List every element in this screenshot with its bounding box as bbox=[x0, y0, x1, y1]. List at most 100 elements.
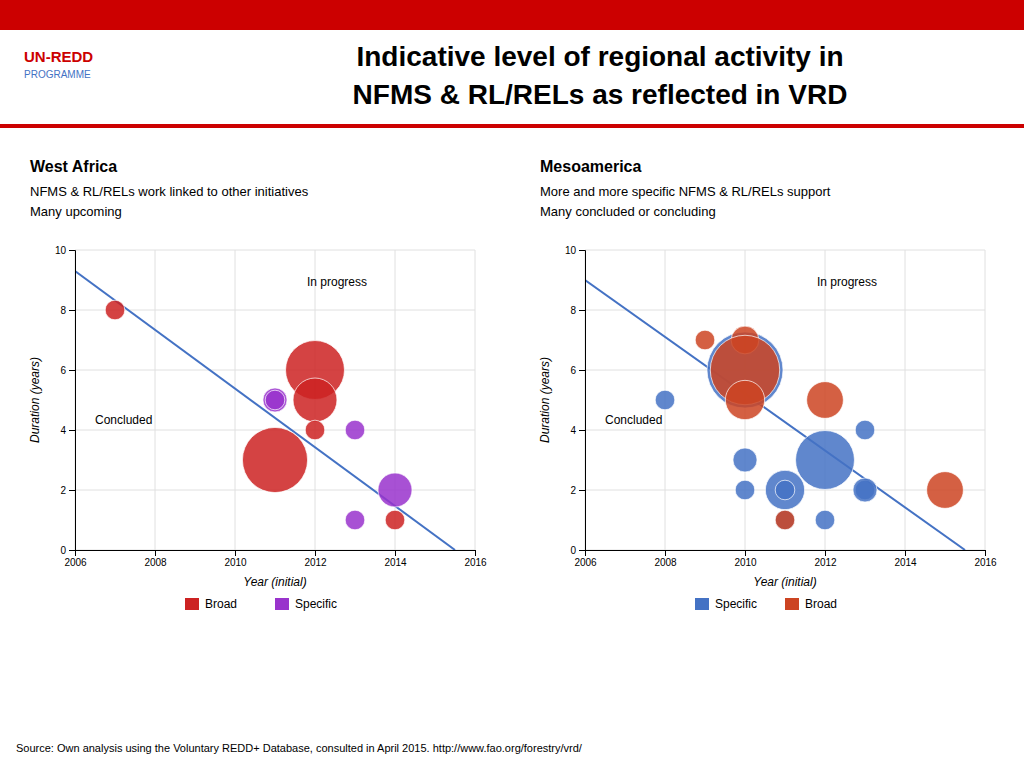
tick: 8 bbox=[570, 305, 585, 316]
header-line bbox=[0, 124, 1024, 128]
tick: 6 bbox=[60, 365, 75, 376]
tick: 4 bbox=[60, 425, 75, 436]
bubble bbox=[305, 420, 325, 440]
logo-subtext: PROGRAMME bbox=[24, 69, 91, 80]
bubble bbox=[655, 390, 675, 410]
tick-label: 10 bbox=[55, 245, 67, 256]
legend-item: Broad bbox=[185, 597, 237, 611]
bubble bbox=[796, 431, 855, 490]
tick-mark bbox=[579, 550, 585, 551]
grid-line-x bbox=[985, 250, 986, 550]
bubble bbox=[345, 510, 365, 530]
plot: 2006200820102012201420160246810Year (ini… bbox=[28, 245, 487, 611]
legend: Specific Broad bbox=[695, 597, 837, 611]
tick-mark bbox=[579, 430, 585, 431]
tick-mark bbox=[395, 550, 396, 556]
x-axis-title: Year (initial) bbox=[753, 575, 816, 589]
tick-mark bbox=[69, 310, 75, 311]
tick: 2 bbox=[570, 485, 585, 496]
x-axis-title: Year (initial) bbox=[243, 575, 306, 589]
tick: 8 bbox=[60, 305, 75, 316]
grid-line-x bbox=[905, 250, 906, 550]
axis-line bbox=[69, 251, 76, 551]
tick-label: 6 bbox=[570, 365, 576, 376]
tick: 2008 bbox=[144, 550, 167, 568]
plot: 2006200820102012201420160246810Year (ini… bbox=[538, 245, 997, 611]
y-axis-title: Duration (years) bbox=[538, 357, 552, 443]
legend-item: Specific bbox=[275, 597, 337, 611]
tick: 0 bbox=[570, 545, 585, 556]
tick-mark bbox=[665, 550, 666, 556]
grid-line-y bbox=[585, 370, 985, 371]
axis-line bbox=[579, 251, 586, 551]
chart-page: UN-REDDPROGRAMMEIndicative level of regi… bbox=[0, 0, 1024, 768]
diagonal-line bbox=[585, 280, 965, 550]
bubble bbox=[765, 470, 804, 509]
bubble bbox=[263, 388, 287, 412]
panel-subtitle: NFMS & RL/RELs work linked to other init… bbox=[30, 184, 309, 199]
grid-line-x bbox=[235, 250, 236, 550]
bubble bbox=[927, 472, 964, 509]
grid bbox=[75, 250, 475, 550]
tick-label: 2016 bbox=[974, 557, 997, 568]
grid-line-x bbox=[475, 250, 476, 550]
bubble bbox=[242, 427, 307, 492]
grid-line-y bbox=[75, 370, 475, 371]
bubble bbox=[725, 380, 764, 419]
tick: 2012 bbox=[814, 550, 837, 568]
source-text: Source: Own analysis using the Voluntary… bbox=[16, 742, 583, 754]
tick: 2016 bbox=[974, 550, 997, 568]
tick-mark bbox=[69, 250, 75, 251]
tick-mark bbox=[579, 250, 585, 251]
axis-line bbox=[586, 551, 986, 557]
legend-label: Specific bbox=[295, 597, 337, 611]
logo-text: UN-REDD bbox=[24, 48, 93, 65]
x-axis: 200620082010201220142016 bbox=[574, 550, 997, 568]
tick-label: 2012 bbox=[814, 557, 837, 568]
bubble bbox=[855, 420, 875, 440]
grid-line-y bbox=[585, 310, 985, 311]
tick-label: 2008 bbox=[654, 557, 677, 568]
tick-label: 2014 bbox=[894, 557, 917, 568]
legend-label: Specific bbox=[715, 597, 757, 611]
tick-label: 4 bbox=[570, 425, 576, 436]
tick-mark bbox=[69, 370, 75, 371]
bubble bbox=[695, 330, 715, 350]
tick-mark bbox=[69, 490, 75, 491]
bubble bbox=[733, 448, 757, 472]
tick-label: 2014 bbox=[384, 557, 407, 568]
legend-label: Broad bbox=[205, 597, 237, 611]
tick-label: 2006 bbox=[64, 557, 87, 568]
diagonal-line bbox=[75, 271, 455, 550]
tick: 2010 bbox=[224, 550, 247, 568]
bubble bbox=[815, 510, 835, 530]
tick-mark bbox=[579, 310, 585, 311]
tick-mark bbox=[235, 550, 236, 556]
y-axis-title: Duration (years) bbox=[28, 357, 42, 443]
bubble bbox=[293, 378, 337, 422]
tick: 2008 bbox=[654, 550, 677, 568]
tick-mark bbox=[825, 550, 826, 556]
grid bbox=[585, 250, 985, 550]
legend-item: Specific bbox=[695, 597, 757, 611]
grid-line-y bbox=[585, 250, 985, 251]
tick: 2016 bbox=[464, 550, 487, 568]
legend-swatch bbox=[185, 598, 199, 610]
bubble bbox=[105, 300, 125, 320]
bubble bbox=[265, 390, 285, 410]
legend-label: Broad bbox=[805, 597, 837, 611]
legend-swatch bbox=[695, 598, 709, 610]
tick: 6 bbox=[570, 365, 585, 376]
panel-title: Mesoamerica bbox=[540, 158, 641, 175]
tick: 2014 bbox=[384, 550, 407, 568]
tick-label: 2008 bbox=[144, 557, 167, 568]
marks bbox=[585, 280, 965, 550]
bubble bbox=[345, 420, 365, 440]
tick-label: 2010 bbox=[224, 557, 247, 568]
panel-subtitle: Many concluded or concluding bbox=[540, 204, 716, 219]
x-axis: 200620082010201220142016 bbox=[64, 550, 487, 568]
tick-mark bbox=[475, 550, 476, 556]
bubble bbox=[775, 510, 795, 530]
bubble bbox=[853, 478, 877, 502]
tick-mark bbox=[905, 550, 906, 556]
